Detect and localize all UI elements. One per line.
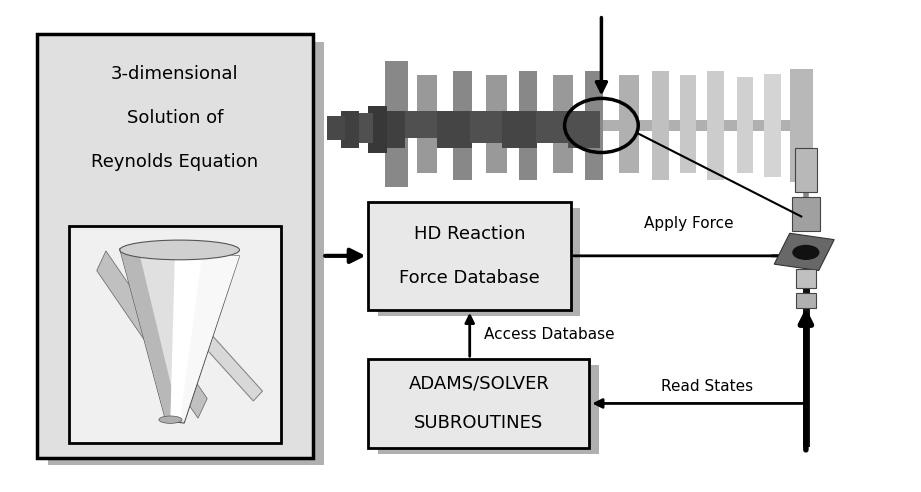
Circle shape xyxy=(793,246,819,259)
Bar xyxy=(707,71,724,180)
Bar xyxy=(790,69,813,182)
Bar xyxy=(405,111,437,138)
Bar xyxy=(470,111,502,143)
Text: 3-dimensional: 3-dimensional xyxy=(111,65,239,83)
Text: Access Database: Access Database xyxy=(484,327,614,342)
Bar xyxy=(382,111,405,148)
Polygon shape xyxy=(170,251,203,418)
Bar xyxy=(437,111,472,148)
Bar xyxy=(795,148,817,192)
Bar xyxy=(764,74,781,177)
Bar xyxy=(652,71,669,180)
Bar xyxy=(553,75,573,173)
Text: ADAMS/SOLVER: ADAMS/SOLVER xyxy=(409,375,549,393)
Bar xyxy=(585,71,603,180)
Bar xyxy=(385,62,408,187)
Bar xyxy=(48,42,324,465)
Bar xyxy=(568,111,600,148)
Bar xyxy=(69,226,281,443)
Bar xyxy=(341,111,359,148)
Polygon shape xyxy=(97,251,207,418)
Polygon shape xyxy=(120,248,239,423)
Text: Force Database: Force Database xyxy=(400,269,540,287)
Ellipse shape xyxy=(120,240,239,260)
Bar xyxy=(792,197,820,231)
Bar xyxy=(680,75,696,173)
Bar xyxy=(368,359,589,448)
Bar xyxy=(327,116,345,140)
Bar xyxy=(796,269,816,288)
Bar xyxy=(368,106,387,153)
Polygon shape xyxy=(120,248,180,421)
Bar xyxy=(378,365,599,454)
Text: HD Reaction: HD Reaction xyxy=(414,225,526,243)
Bar xyxy=(453,71,472,180)
Bar xyxy=(619,75,639,173)
Polygon shape xyxy=(124,248,262,401)
Bar xyxy=(382,120,810,131)
Bar xyxy=(355,113,373,143)
Bar xyxy=(502,111,537,148)
Bar xyxy=(536,111,568,143)
Ellipse shape xyxy=(158,416,182,423)
Text: Apply Force: Apply Force xyxy=(644,216,733,231)
Text: SUBROUTINES: SUBROUTINES xyxy=(414,414,543,432)
Bar xyxy=(486,75,507,173)
Bar xyxy=(519,71,537,180)
Bar xyxy=(368,202,571,310)
Bar xyxy=(737,77,753,173)
Text: Solution of: Solution of xyxy=(127,109,223,127)
Text: Reynolds Equation: Reynolds Equation xyxy=(91,154,259,171)
Bar xyxy=(417,75,437,173)
Bar xyxy=(37,34,313,458)
Bar xyxy=(796,293,816,308)
Polygon shape xyxy=(175,253,239,421)
Bar xyxy=(378,208,580,316)
FancyBboxPatch shape xyxy=(775,233,834,271)
Text: Read States: Read States xyxy=(660,379,753,394)
